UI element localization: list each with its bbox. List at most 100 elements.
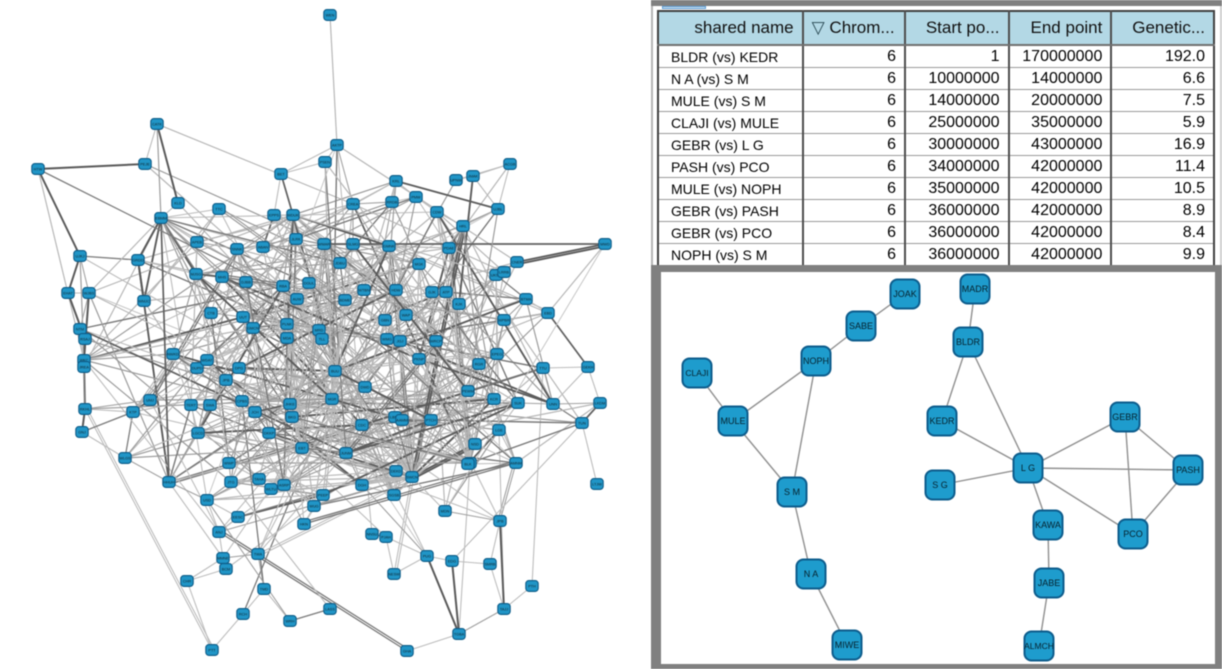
svg-text:JTG: JTG	[227, 481, 234, 485]
svg-text:EBD: EBD	[544, 312, 552, 316]
svg-text:GHA: GHA	[403, 650, 412, 654]
svg-text:APEB: APEB	[192, 241, 203, 245]
svg-text:WEN: WEN	[326, 14, 335, 18]
svg-text:KAWA: KAWA	[1035, 520, 1061, 530]
svg-text:EPEG: EPEG	[492, 353, 503, 357]
svg-text:WDAT: WDAT	[202, 359, 214, 363]
svg-text:TAJJ: TAJJ	[500, 608, 508, 612]
svg-text:WUG: WUG	[309, 505, 318, 509]
svg-text:BDME: BDME	[340, 299, 351, 303]
svg-text:CPBS: CPBS	[237, 400, 248, 404]
svg-text:JPB: JPB	[497, 520, 504, 524]
svg-text:AKTP: AKTP	[332, 144, 342, 148]
svg-text:JLRK: JLRK	[291, 238, 301, 242]
svg-text:WMG: WMG	[382, 338, 392, 342]
svg-text:DEKD: DEKD	[391, 470, 402, 474]
svg-text:NESW: NESW	[388, 573, 400, 577]
svg-text:BUU: BUU	[331, 370, 339, 374]
svg-text:SGSB: SGSB	[389, 494, 400, 498]
svg-text:CATK: CATK	[152, 123, 162, 127]
svg-text:HDW: HDW	[391, 289, 400, 293]
svg-text:PASH: PASH	[1176, 465, 1200, 475]
svg-text:WRCP: WRCP	[430, 340, 442, 344]
svg-text:TGBA: TGBA	[454, 633, 465, 637]
svg-text:BKG: BKG	[288, 416, 296, 420]
svg-text:LBNS: LBNS	[390, 416, 400, 420]
svg-text:MADR: MADR	[962, 284, 989, 294]
svg-text:KLD: KLD	[174, 202, 182, 206]
svg-text:DGH: DGH	[358, 484, 367, 488]
svg-text:JREA: JREA	[79, 366, 89, 370]
svg-text:JOAK: JOAK	[893, 289, 917, 299]
svg-text:KTP: KTP	[129, 411, 137, 415]
svg-text:UMJ: UMJ	[146, 399, 154, 403]
svg-text:PEEP: PEEP	[318, 494, 329, 498]
svg-text:JHKE: JHKE	[285, 403, 295, 407]
svg-text:SWCN: SWCN	[406, 476, 418, 480]
svg-text:ACGB: ACGB	[505, 163, 516, 167]
svg-text:AAMM: AAMM	[396, 419, 407, 423]
svg-text:NNSU: NNSU	[367, 533, 378, 537]
svg-text:HTW: HTW	[34, 168, 43, 172]
svg-text:RKHL: RKHL	[80, 408, 90, 412]
svg-text:SNNK: SNNK	[232, 248, 243, 252]
svg-text:TAHA: TAHA	[254, 478, 264, 482]
svg-text:WMJC: WMJC	[138, 300, 150, 304]
svg-text:GRDD: GRDD	[132, 259, 143, 263]
svg-text:MWD: MWD	[600, 243, 610, 247]
svg-text:MGK: MGK	[415, 263, 424, 267]
svg-text:GBN: GBN	[381, 319, 389, 323]
svg-text:EPPS: EPPS	[269, 214, 280, 218]
svg-text:PJAH: PJAH	[381, 536, 391, 540]
svg-text:ABAN: ABAN	[258, 246, 269, 250]
svg-text:EHAT: EHAT	[63, 292, 74, 296]
svg-text:CREA: CREA	[348, 203, 359, 207]
svg-text:PSEN: PSEN	[320, 161, 331, 165]
svg-text:PEJE: PEJE	[140, 163, 150, 167]
svg-text:PTCH: PTCH	[426, 419, 437, 423]
svg-text:MHS: MHS	[218, 276, 227, 280]
svg-text:BLDR: BLDR	[956, 337, 981, 347]
svg-text:WTBN: WTBN	[358, 289, 369, 293]
svg-text:MRD: MRD	[315, 329, 324, 333]
svg-text:S G: S G	[932, 480, 948, 490]
svg-text:EDG: EDG	[448, 560, 456, 564]
svg-text:MDA: MDA	[283, 337, 292, 341]
svg-text:WDUK: WDUK	[287, 214, 299, 218]
svg-text:PKNP: PKNP	[414, 358, 425, 362]
svg-text:PMW: PMW	[411, 196, 421, 200]
svg-text:TUN: TUN	[578, 422, 586, 426]
svg-text:KRL: KRL	[392, 180, 399, 184]
svg-text:UUT: UUT	[239, 316, 247, 320]
svg-text:LASS: LASS	[325, 608, 335, 612]
svg-text:ANJ: ANJ	[215, 531, 222, 535]
svg-text:GEKH: GEKH	[583, 366, 594, 370]
svg-text:UNN: UNN	[549, 403, 557, 407]
svg-text:BLK: BLK	[464, 463, 472, 467]
svg-text:GNJ: GNJ	[78, 431, 86, 435]
svg-text:KEDR: KEDR	[929, 416, 955, 426]
svg-text:TMD: TMD	[260, 588, 268, 592]
svg-text:ALMCH: ALMCH	[1024, 641, 1054, 651]
svg-text:N A: N A	[804, 569, 819, 579]
svg-text:JGJ: JGJ	[397, 340, 404, 344]
svg-text:TERT: TERT	[186, 404, 197, 408]
svg-text:CDC: CDC	[358, 424, 366, 428]
svg-text:JPB: JPB	[223, 379, 230, 383]
svg-text:EBMM: EBMM	[155, 217, 166, 221]
svg-text:LGE: LGE	[495, 429, 503, 433]
svg-text:WMAR: WMAR	[318, 243, 330, 247]
svg-text:TTC: TTC	[215, 208, 223, 212]
svg-text:GMNK: GMNK	[383, 245, 395, 249]
svg-text:RGR: RGR	[475, 363, 484, 367]
svg-text:UJKJ: UJKJ	[75, 255, 84, 259]
svg-text:DWD: DWD	[360, 386, 369, 390]
svg-text:AMNM: AMNM	[510, 462, 522, 466]
svg-text:S M: S M	[784, 487, 800, 497]
svg-text:CNER: CNER	[512, 261, 523, 265]
svg-text:PUG: PUG	[423, 555, 431, 559]
svg-text:UPNW: UPNW	[450, 179, 462, 183]
svg-text:MJSG: MJSG	[191, 273, 202, 277]
svg-text:ASRP: ASRP	[279, 484, 290, 488]
svg-text:PDAE: PDAE	[444, 247, 455, 251]
